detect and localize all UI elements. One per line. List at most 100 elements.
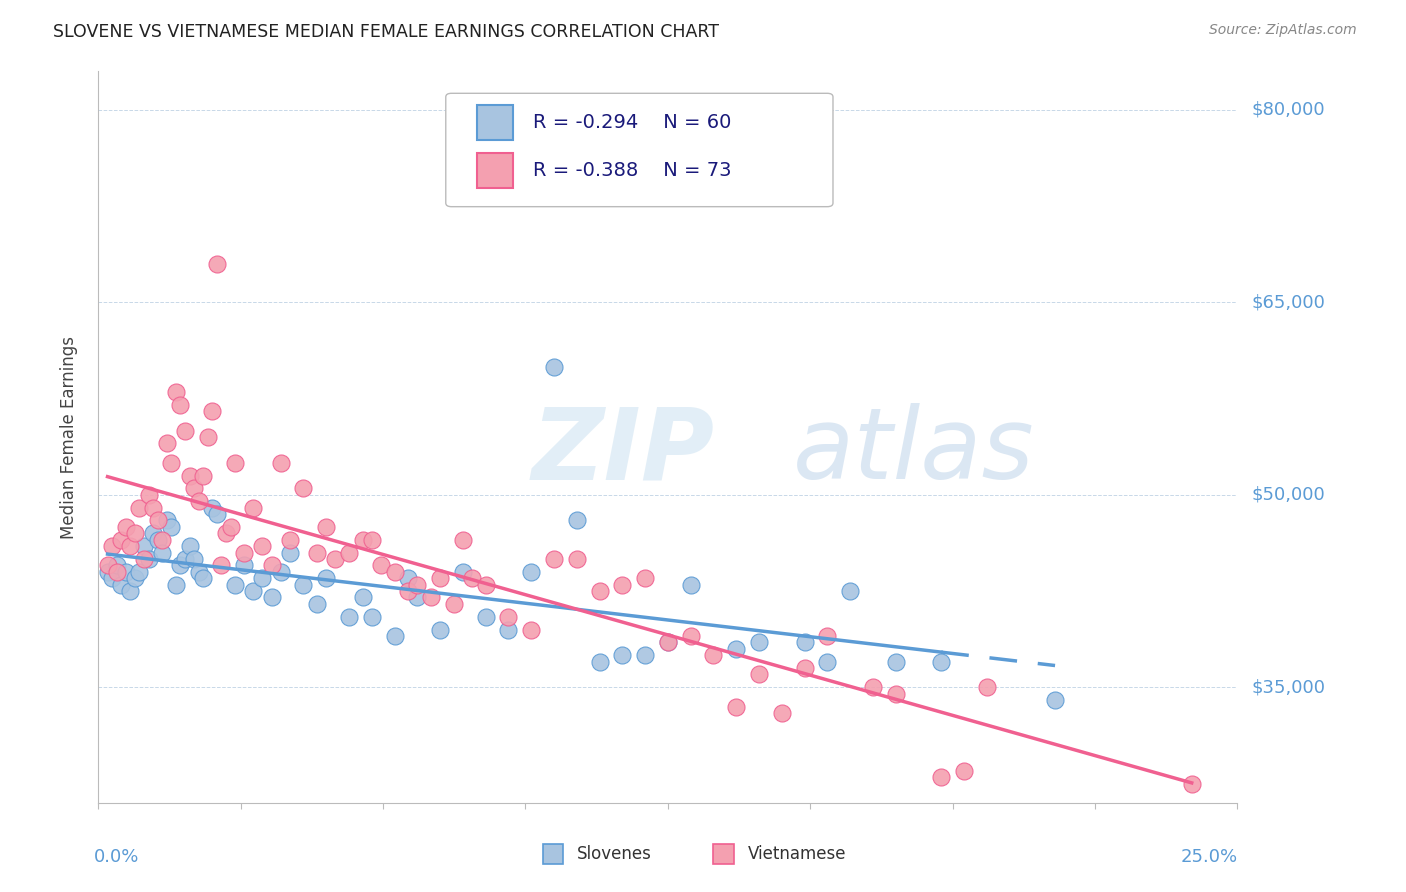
Point [96, 558, 118, 573]
Point [323, 552, 346, 566]
Point [793, 635, 815, 649]
Point [101, 539, 124, 553]
Point [612, 577, 634, 591]
Point [702, 648, 724, 663]
Point [260, 591, 283, 605]
Point [105, 565, 128, 579]
Point [193, 571, 215, 585]
Point [224, 456, 246, 470]
Point [352, 591, 374, 605]
Point [498, 623, 520, 637]
Point [101, 571, 124, 585]
Point [474, 577, 496, 591]
Point [884, 655, 907, 669]
Point [337, 545, 360, 559]
Point [543, 359, 565, 374]
Point [657, 635, 679, 649]
Point [634, 648, 657, 663]
Point [565, 514, 588, 528]
Y-axis label: Median Female Earnings: Median Female Earnings [59, 335, 77, 539]
Text: $35,000: $35,000 [1251, 678, 1326, 697]
Point [839, 584, 862, 599]
Text: Vietnamese: Vietnamese [748, 845, 846, 863]
Point [543, 552, 565, 566]
Point [725, 641, 748, 656]
Point [128, 500, 150, 515]
Point [420, 591, 443, 605]
Point [862, 681, 884, 695]
Text: R = -0.388    N = 73: R = -0.388 N = 73 [533, 161, 733, 179]
Point [278, 533, 301, 547]
Point [142, 500, 165, 515]
Point [352, 533, 374, 547]
Text: ZIP: ZIP [531, 403, 714, 500]
Text: R = -0.294    N = 60: R = -0.294 N = 60 [533, 113, 733, 132]
Point [270, 456, 292, 470]
Point [748, 635, 770, 649]
Point [174, 552, 197, 566]
Point [96, 565, 118, 579]
Point [242, 500, 264, 515]
Point [679, 629, 702, 643]
Point [146, 533, 169, 547]
Point [138, 488, 160, 502]
Point [205, 257, 228, 271]
Point [110, 577, 132, 591]
Point [307, 597, 329, 611]
Point [360, 609, 382, 624]
Text: $65,000: $65,000 [1251, 293, 1324, 311]
Point [187, 565, 209, 579]
Point [187, 494, 209, 508]
Point [657, 635, 679, 649]
Point [748, 667, 770, 681]
Text: Slovenes: Slovenes [576, 845, 651, 863]
Point [165, 577, 187, 591]
Point [451, 565, 474, 579]
Point [337, 609, 360, 624]
Point [929, 655, 952, 669]
Point [114, 520, 136, 534]
Point [260, 558, 283, 573]
Point [270, 565, 292, 579]
Point [169, 558, 191, 573]
Point [292, 482, 315, 496]
Point [315, 520, 337, 534]
Point [520, 623, 543, 637]
Point [307, 545, 329, 559]
Point [292, 577, 315, 591]
FancyBboxPatch shape [477, 105, 513, 140]
Point [474, 609, 496, 624]
Point [360, 533, 382, 547]
Point [110, 533, 132, 547]
Point [120, 584, 142, 599]
Point [443, 597, 465, 611]
Text: SLOVENE VS VIETNAMESE MEDIAN FEMALE EARNINGS CORRELATION CHART: SLOVENE VS VIETNAMESE MEDIAN FEMALE EARN… [53, 23, 720, 41]
Text: $50,000: $50,000 [1251, 486, 1324, 504]
Point [461, 571, 484, 585]
Point [634, 571, 657, 585]
Point [201, 404, 224, 418]
Point [183, 552, 205, 566]
FancyBboxPatch shape [446, 94, 832, 207]
Point [406, 591, 429, 605]
Point [451, 533, 474, 547]
Text: 25.0%: 25.0% [1180, 847, 1237, 866]
Point [242, 584, 264, 599]
Point [976, 681, 998, 695]
Point [315, 571, 337, 585]
Text: Source: ZipAtlas.com: Source: ZipAtlas.com [1209, 23, 1357, 37]
Point [165, 385, 187, 400]
Point [142, 526, 165, 541]
Point [174, 424, 197, 438]
Point [565, 552, 588, 566]
Point [128, 565, 150, 579]
Point [193, 468, 215, 483]
Point [498, 609, 520, 624]
Point [252, 539, 274, 553]
FancyBboxPatch shape [477, 153, 513, 187]
Point [105, 558, 128, 573]
Point [215, 526, 238, 541]
Point [725, 699, 748, 714]
Point [160, 456, 183, 470]
Point [429, 571, 451, 585]
